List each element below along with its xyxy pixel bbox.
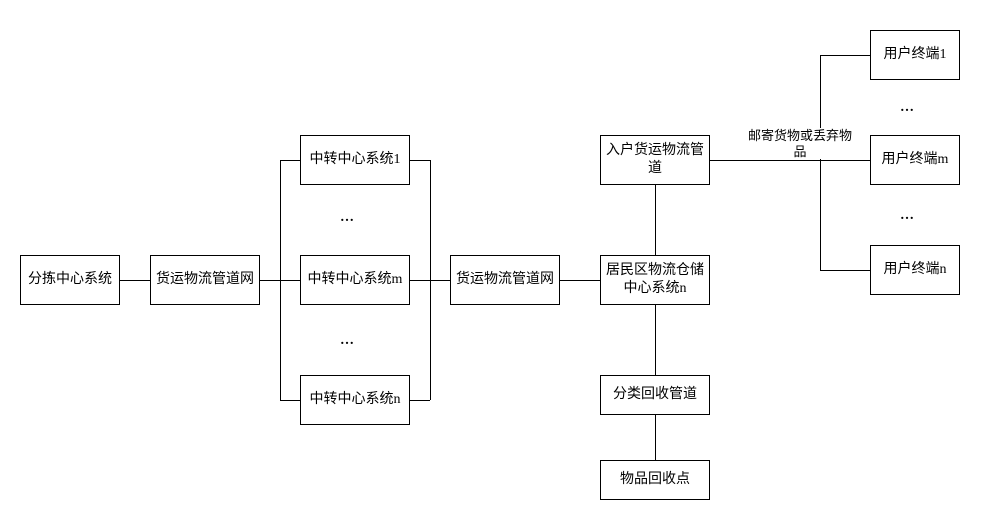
node-label: 中转中心系统1 (310, 151, 401, 169)
node-label: 入户货运物流管道 (605, 142, 705, 178)
dots-4: … (900, 208, 916, 224)
node-recycle-point: 物品回收点 (600, 460, 710, 500)
dots-3: … (900, 100, 916, 116)
node-label: 物品回收点 (620, 471, 690, 489)
node-residential-n: 居民区物流仓储中心系统n (600, 255, 710, 305)
node-label: 分类回收管道 (613, 386, 697, 404)
dots-2: … (340, 333, 356, 349)
node-label: 用户终端n (884, 261, 947, 279)
node-household-pipe: 入户货运物流管道 (600, 135, 710, 185)
node-transfer-1: 中转中心系统1 (300, 135, 410, 185)
dots-1: … (340, 210, 356, 226)
node-label: 货运物流管道网 (156, 271, 254, 289)
node-freight-net-1: 货运物流管道网 (150, 255, 260, 305)
node-sorting-center: 分拣中心系统 (20, 255, 120, 305)
node-freight-net-2: 货运物流管道网 (450, 255, 560, 305)
node-recycle-pipe: 分类回收管道 (600, 375, 710, 415)
node-label: 分拣中心系统 (28, 271, 112, 289)
node-user-1: 用户终端1 (870, 30, 960, 80)
edge-label-mail: 邮寄货物或丢弃物品 (745, 128, 855, 159)
node-label: 货运物流管道网 (456, 271, 554, 289)
node-label: 中转中心系统m (308, 271, 403, 289)
node-label: 用户终端m (882, 151, 949, 169)
node-label: 用户终端1 (884, 46, 947, 64)
node-transfer-n: 中转中心系统n (300, 375, 410, 425)
edge-label-text: 邮寄货物或丢弃物品 (748, 128, 852, 159)
node-user-m: 用户终端m (870, 135, 960, 185)
node-transfer-m: 中转中心系统m (300, 255, 410, 305)
node-label: 中转中心系统n (310, 391, 401, 409)
node-user-n: 用户终端n (870, 245, 960, 295)
node-label: 居民区物流仓储中心系统n (605, 262, 705, 298)
